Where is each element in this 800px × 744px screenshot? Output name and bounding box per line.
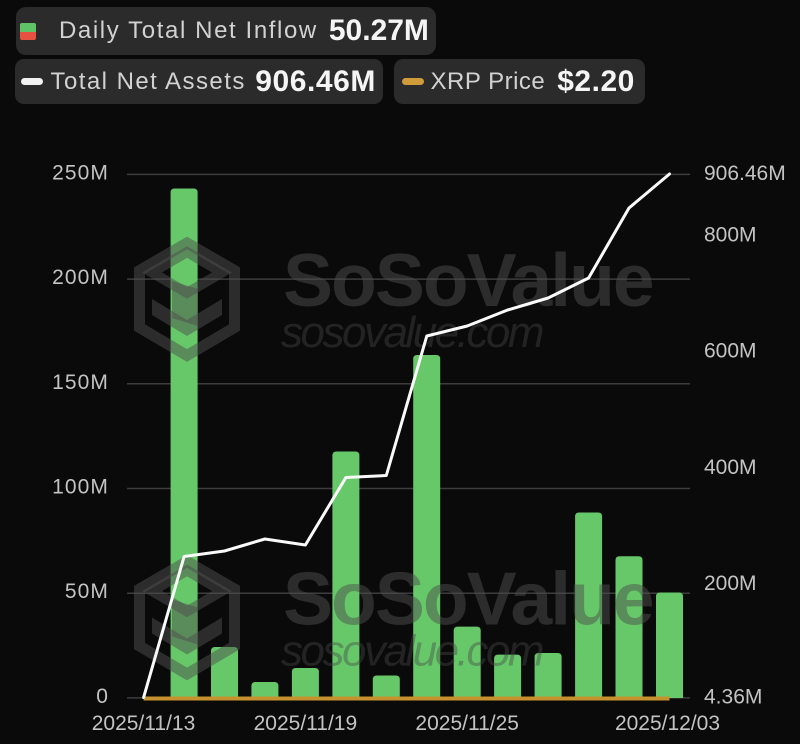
svg-text:50M: 50M bbox=[65, 580, 109, 603]
svg-text:906.46M: 906.46M bbox=[704, 162, 786, 185]
svg-text:SoSoValue: SoSoValue bbox=[283, 238, 653, 322]
svg-text:2025/11/19: 2025/11/19 bbox=[254, 712, 358, 735]
svg-text:800M: 800M bbox=[704, 224, 757, 247]
svg-text:250M: 250M bbox=[52, 161, 109, 184]
svg-text:100M: 100M bbox=[52, 476, 109, 499]
svg-text:400M: 400M bbox=[704, 456, 757, 479]
svg-text:4.36M: 4.36M bbox=[704, 686, 762, 709]
svg-text:2025/12/03: 2025/12/03 bbox=[615, 712, 720, 735]
svg-text:200M: 200M bbox=[704, 572, 757, 595]
svg-text:2025/11/25: 2025/11/25 bbox=[415, 712, 519, 735]
svg-text:150M: 150M bbox=[52, 371, 109, 394]
svg-text:2025/11/13: 2025/11/13 bbox=[92, 712, 196, 735]
svg-text:0: 0 bbox=[96, 685, 109, 708]
svg-text:200M: 200M bbox=[52, 266, 109, 289]
svg-text:600M: 600M bbox=[704, 340, 757, 363]
svg-text:sosovalue.com: sosovalue.com bbox=[281, 308, 543, 357]
svg-text:sosovalue.com: sosovalue.com bbox=[281, 627, 543, 676]
svg-text:SoSoValue: SoSoValue bbox=[283, 557, 653, 641]
